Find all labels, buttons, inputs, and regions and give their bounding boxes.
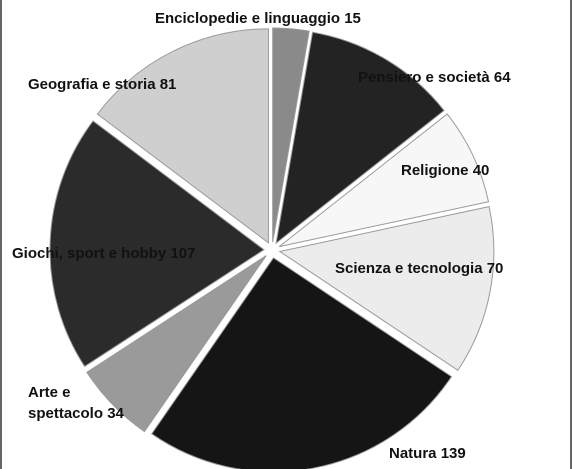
slice-value: 15 (344, 10, 361, 27)
slice-label: Natura 139 (389, 443, 549, 464)
slice-value: 70 (486, 260, 504, 277)
slice-label: Enciclopedie e linguaggio 15 (155, 8, 455, 29)
slice-label: Pensiero e società 64 (358, 67, 573, 88)
slice-category: Giochi, sport e hobby (12, 245, 167, 262)
slice-category: Enciclopedie e linguaggio (155, 10, 341, 27)
slice-category: Geografia e storia (28, 76, 156, 93)
slice-category: Scienza e tecnologia (335, 260, 483, 277)
slice-value: 139 (440, 445, 466, 462)
pie-slice (275, 31, 445, 245)
pie-slice (96, 28, 269, 244)
slice-category: Religione (401, 162, 469, 179)
slice-value: 34 (107, 405, 124, 422)
slice-value: 81 (159, 76, 177, 93)
slice-label: Giochi, sport e hobby 107 (12, 243, 272, 264)
slice-value: 64 (493, 69, 511, 86)
slice-label: Arte e spettacolo 34 (28, 382, 143, 424)
slice-value: 107 (170, 245, 196, 262)
slice-category: Arte e spettacolo (28, 384, 104, 422)
pie-slice (151, 257, 453, 469)
pie-slice (278, 113, 490, 248)
pie-slice (278, 206, 495, 371)
slice-value: 40 (472, 162, 490, 179)
pie-slice (272, 27, 310, 243)
slice-label: Scienza e tecnologia 70 (335, 258, 565, 279)
slice-label: Religione 40 (401, 160, 571, 181)
slice-label: Geografia e storia 81 (28, 74, 268, 95)
slice-category: Natura (389, 445, 437, 462)
pie-slice (86, 255, 267, 433)
slice-category: Pensiero e società (358, 69, 490, 86)
pie-slice (49, 120, 265, 368)
